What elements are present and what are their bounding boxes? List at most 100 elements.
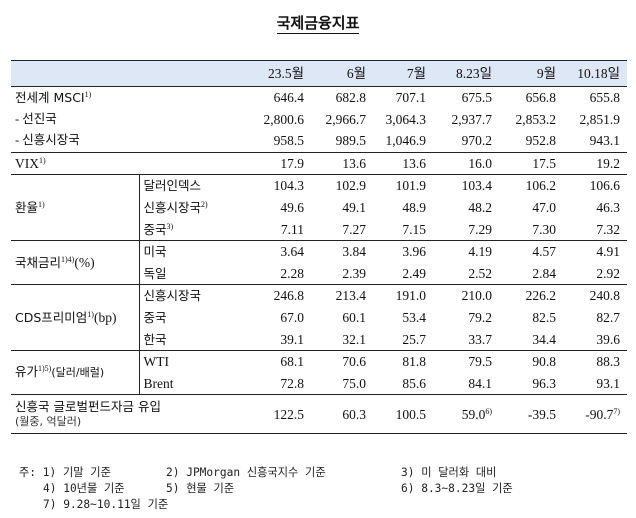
cell: 16.0: [433, 151, 499, 175]
cell: 4.91: [563, 240, 627, 263]
cell: 103.4: [433, 174, 499, 197]
cell: 7.32: [596, 221, 620, 237]
cell: -90.77): [563, 394, 627, 435]
cell: 656.8: [525, 90, 556, 105]
cell: 13.6: [311, 151, 373, 175]
header-row: 23.5월 6월 7월 8.23일 9월 10.18일: [11, 60, 627, 87]
cell: 70.6: [311, 350, 373, 373]
cell: 2.92: [596, 265, 620, 281]
cell: 2,966.7: [325, 111, 367, 127]
cell: 59.06): [433, 394, 499, 435]
financial-indicators-table: 23.5월 6월 7월 8.23일 9월 10.18일 전세계 MSCI1) 6…: [11, 60, 627, 435]
cell: 3.84: [311, 240, 373, 263]
sub-label: 독일: [138, 262, 245, 285]
cell: 68.1: [245, 350, 311, 373]
group-label: CDS프리미엄1)(bp): [11, 284, 139, 351]
cell: 191.0: [373, 284, 433, 307]
cell: 67.0: [280, 309, 304, 325]
row-label: - 신흥시장국: [15, 133, 80, 148]
cell: 82.7: [596, 309, 620, 325]
cell: 7.29: [468, 221, 492, 237]
row-label: 신흥국 글로벌펀드자금 유입 (월중, 억달러): [11, 394, 245, 435]
cell: 48.2: [468, 199, 492, 215]
cell: 2.49: [402, 265, 426, 281]
cell: 707.1: [395, 90, 426, 105]
cell: 53.4: [402, 309, 426, 325]
cell: 72.8: [280, 375, 304, 391]
footnote: 7) 9.28~10.11일 기준: [43, 498, 169, 511]
cell: 1,046.9: [385, 133, 427, 149]
table-row: 국채금리1)4)(%) 미국 3.64 3.84 3.96 4.19 4.57 …: [11, 240, 627, 285]
cell: 4.19: [433, 240, 499, 263]
table-row: CDS프리미엄1)(bp) 신흥시장국 246.8 213.4 191.0 21…: [11, 284, 627, 351]
cell: 46.3: [596, 199, 620, 215]
cell: 102.9: [311, 174, 373, 197]
sub-label: 신흥시장국: [138, 284, 245, 307]
cell: 682.8: [335, 90, 366, 105]
col-header: 10.18일: [563, 60, 627, 87]
cell: 17.5: [499, 151, 563, 175]
footnote: 주: 1) 기말 기준: [19, 466, 111, 479]
cell: 19.2: [563, 151, 627, 175]
footnote: 3) 미 달러화 대비: [401, 466, 497, 479]
table-row: 유가1)5)(달러/배럴) WTI 68.1 70.6 81.8 79.5 90…: [11, 350, 627, 395]
cell: 7.15: [402, 221, 426, 237]
cell: 2,937.7: [451, 111, 493, 127]
cell: 210.0: [433, 284, 499, 307]
cell: 213.4: [311, 284, 373, 307]
table-row: 중국 67.0 60.1 53.4 79.2 82.5 82.7: [11, 306, 627, 329]
cell: 655.8: [589, 90, 620, 105]
cell: 48.9: [402, 199, 426, 215]
cell: 60.3: [311, 394, 373, 435]
cell: 84.1: [468, 375, 492, 391]
cell: 17.9: [245, 151, 311, 175]
cell: 100.5: [373, 394, 433, 435]
table-row: 환율1) 달러인덱스 104.3 102.9 101.9 103.4 106.2…: [11, 174, 627, 241]
cell: 952.8: [525, 133, 556, 149]
cell: 79.2: [468, 309, 492, 325]
cell: 246.8: [245, 284, 311, 307]
row-label: VIX1): [11, 151, 245, 175]
cell: 60.1: [342, 309, 366, 325]
sub-label: 중국3): [138, 218, 245, 241]
cell: 88.3: [563, 350, 627, 373]
cell: 96.3: [532, 375, 556, 391]
cell: 93.1: [596, 375, 620, 391]
table-row: VIX1) 17.9 13.6 13.6 16.0 17.5 19.2: [11, 151, 627, 175]
cell: 25.7: [402, 331, 426, 347]
table-row: - 선진국 2,800.6 2,966.7 3,064.3 2,937.7 2,…: [11, 109, 627, 131]
sub-label: 미국: [138, 240, 245, 263]
sub-label: 신흥시장국2): [138, 196, 245, 219]
cell: 101.9: [373, 174, 433, 197]
footnote: 6) 8.3~8.23일 기준: [401, 482, 513, 495]
cell: 2,853.2: [515, 111, 557, 127]
col-header: 8.23일: [433, 60, 499, 87]
cell: 989.5: [335, 133, 366, 149]
cell: 49.1: [342, 199, 366, 215]
footnote: 5) 현물 기준: [166, 482, 235, 495]
group-label: 국채금리1)4)(%): [11, 240, 139, 285]
cell: 34.4: [532, 331, 556, 347]
page-title: 국제금융지표: [276, 14, 360, 34]
cell: 7.27: [342, 221, 366, 237]
table-row: 신흥시장국2) 49.6 49.1 48.9 48.2 47.0 46.3: [11, 196, 627, 219]
cell: 106.2: [499, 174, 563, 197]
cell: 2.28: [280, 265, 304, 281]
cell: 39.1: [280, 331, 304, 347]
table-row: 한국 39.1 32.1 25.7 33.7 34.4 39.6: [11, 328, 627, 351]
cell: 240.8: [563, 284, 627, 307]
cell: 79.5: [433, 350, 499, 373]
group-label: 환율1): [11, 174, 139, 241]
col-header: 7월: [373, 60, 433, 87]
cell: 226.2: [499, 284, 563, 307]
cell: 943.1: [589, 133, 620, 149]
row-label: - 선진국: [15, 111, 57, 126]
table-row: 독일 2.28 2.39 2.49 2.52 2.84 2.92: [11, 262, 627, 285]
cell: 2.52: [468, 265, 492, 281]
cell: 33.7: [468, 331, 492, 347]
cell: 3,064.3: [385, 111, 427, 127]
cell: 13.6: [373, 151, 433, 175]
cell: 958.5: [273, 133, 304, 149]
cell: 7.30: [532, 221, 556, 237]
col-header: 6월: [311, 60, 373, 87]
